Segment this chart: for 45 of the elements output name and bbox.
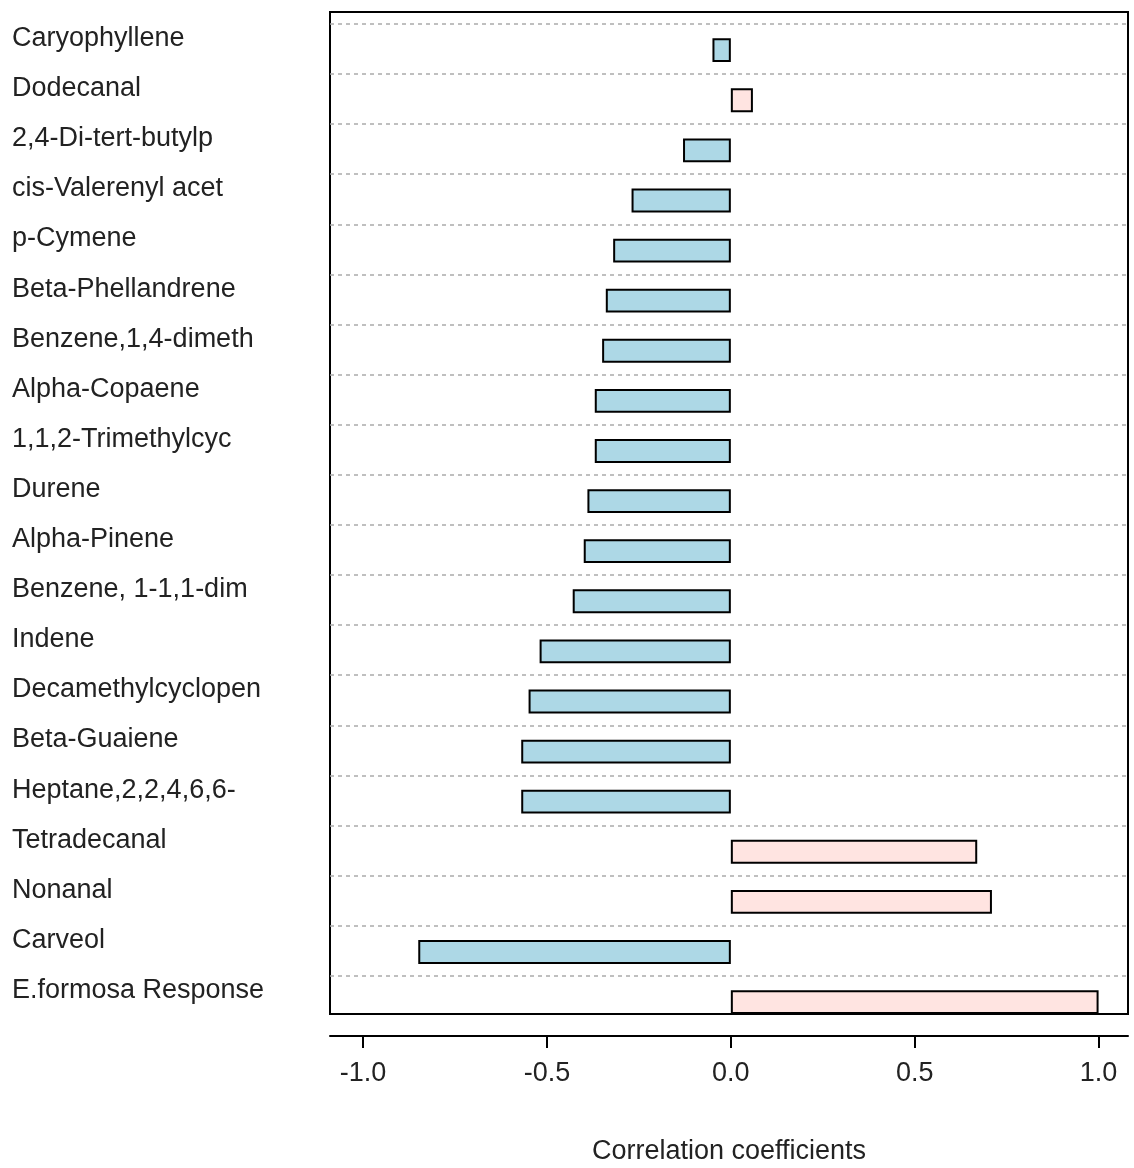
y-tick-label: Alpha-Copaene <box>12 372 200 403</box>
bar <box>594 439 731 463</box>
bar <box>587 489 731 513</box>
y-tick-label: cis-Valerenyl acet <box>12 172 224 203</box>
bar <box>539 639 731 664</box>
bar <box>683 138 731 163</box>
y-tick-label: Carveol <box>12 923 106 954</box>
y-tick-label: Decamethylcyclopen <box>12 673 262 704</box>
bar <box>631 188 731 213</box>
y-tick-label: E.formosa Response <box>12 973 265 1004</box>
x-tick-label: -1.0 <box>339 1056 387 1087</box>
bar <box>605 288 731 313</box>
y-tick-label: Alpha-Pinene <box>12 523 175 554</box>
bar <box>528 689 731 714</box>
y-tick-label: Durene <box>12 472 101 503</box>
x-tick-label: 0.5 <box>895 1056 934 1087</box>
y-tick-label: 2,4-Di-tert-butylp <box>12 122 214 153</box>
y-tick-label: Benzene, 1-1,1-dim <box>12 573 248 604</box>
y-tick-label: 1,1,2-Trimethylcyc <box>12 422 232 453</box>
y-tick-label: p-Cymene <box>12 222 137 253</box>
y-tick-label: Beta-Guaiene <box>12 723 179 754</box>
y-tick-label: Dodecanal <box>12 72 142 103</box>
y-tick-label: Heptane,2,2,4,6,6- <box>12 773 236 804</box>
x-tick-label: -0.5 <box>523 1056 571 1087</box>
bar <box>730 88 753 113</box>
x-axis-title: Correlation coefficients <box>591 1134 867 1165</box>
x-tick-label: 1.0 <box>1079 1056 1118 1087</box>
x-tick-label: 0.0 <box>712 1056 750 1087</box>
bar <box>730 839 978 864</box>
y-tick-label: Beta-Phellandrene <box>12 272 236 303</box>
bar <box>583 539 731 564</box>
bar <box>521 789 731 814</box>
bar <box>418 940 731 964</box>
bar <box>730 889 992 914</box>
y-tick-label: Nonanal <box>12 873 113 904</box>
bar <box>594 388 731 413</box>
y-tick-label: Tetradecanal <box>12 823 167 854</box>
y-tick-label: Indene <box>12 623 95 654</box>
bar <box>613 238 731 263</box>
y-tick-label: Caryophyllene <box>12 22 185 53</box>
bar <box>602 338 731 363</box>
bar <box>712 38 731 63</box>
bar <box>572 589 731 614</box>
y-tick-label: Benzene,1,4-dimeth <box>12 322 254 353</box>
bar <box>521 739 731 764</box>
